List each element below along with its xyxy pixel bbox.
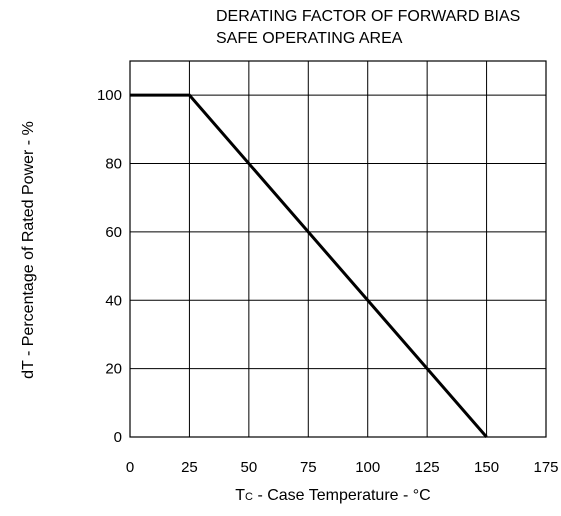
x-tick-label: 175 bbox=[533, 459, 558, 476]
plot-frame bbox=[129, 60, 547, 438]
y-tick-label: 60 bbox=[105, 224, 122, 241]
chart-title-line-2: SAFE OPERATING AREA bbox=[216, 30, 403, 47]
y-tick-label: 100 bbox=[97, 87, 122, 104]
x-tick-label: 125 bbox=[415, 459, 440, 476]
x-tick-label: 0 bbox=[126, 459, 134, 476]
x-axis-label-subscript: C bbox=[245, 491, 253, 503]
y-tick-label: 0 bbox=[114, 429, 122, 446]
x-axis-label-main: T bbox=[235, 487, 246, 504]
x-tick-label: 150 bbox=[474, 459, 499, 476]
chart-title-line-1: DERATING FACTOR OF FORWARD BIAS bbox=[216, 8, 521, 25]
x-tick-label: 50 bbox=[241, 459, 258, 476]
derating-curve bbox=[130, 93, 488, 438]
x-axis-label-rest: - Case Temperature - °C bbox=[253, 487, 431, 504]
y-tick-label: 20 bbox=[105, 361, 122, 378]
y-tick-label: 80 bbox=[105, 156, 122, 173]
x-tick-label: 100 bbox=[355, 459, 380, 476]
x-axis-label: TC - Case Temperature - °C bbox=[130, 487, 536, 505]
x-tick-label: 25 bbox=[181, 459, 198, 476]
y-tick-label: 40 bbox=[105, 292, 122, 309]
chart-title: DERATING FACTOR OF FORWARD BIAS SAFE OPE… bbox=[216, 6, 520, 50]
x-tick-label: 75 bbox=[300, 459, 317, 476]
